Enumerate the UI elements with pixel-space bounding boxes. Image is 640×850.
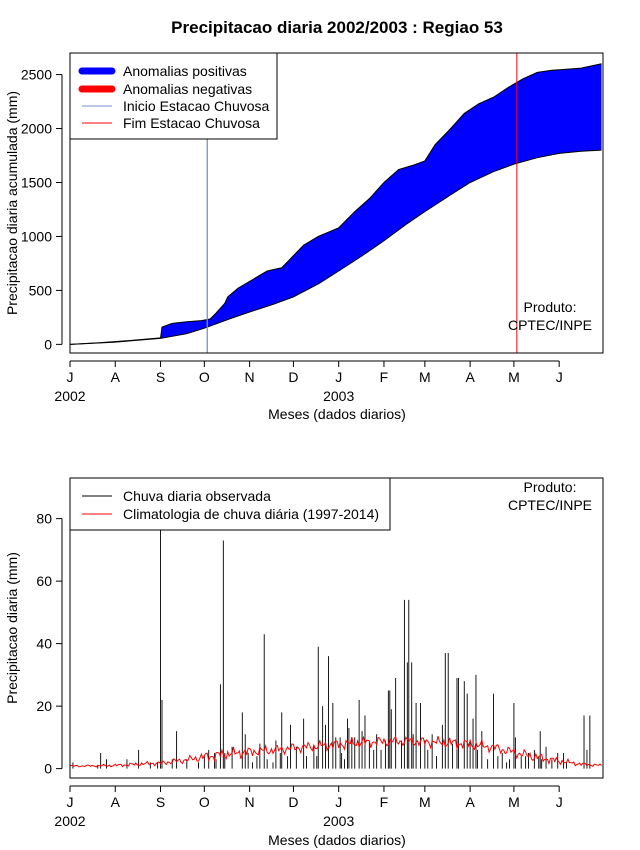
bottom-y-tick-label: 60: [36, 573, 52, 589]
top-year-label: 2003: [323, 388, 354, 404]
daily-precip-plot: J A S O N D J F M A M J 2002 2003 0 20 40 60 80 Meses (dad…: [4, 477, 604, 848]
observed-cumulative-line: [69, 63, 602, 345]
chart-title: Precipitacao diaria 2002/2003 : Regiao 5…: [171, 18, 503, 37]
bottom-product-source: CPTEC/INPE: [508, 497, 592, 513]
top-x-axis-label: Meses (dados diarios): [268, 406, 406, 422]
top-x-tick-label: M: [508, 369, 520, 385]
bottom-x-tick-label: J: [67, 794, 74, 810]
top-x-tick-label: F: [380, 369, 389, 385]
top-y-tick-label: 500: [29, 282, 53, 298]
bottom-y-tick-label: 80: [36, 511, 52, 527]
bottom-y-tick-label: 20: [36, 698, 52, 714]
top-product-source: CPTEC/INPE: [508, 317, 592, 333]
legend-positive-label: Anomalias positivas: [123, 63, 247, 79]
top-x-tick-label: J: [335, 369, 342, 385]
top-y-tick-label: 1500: [21, 174, 52, 190]
top-x-tick-label: J: [67, 369, 74, 385]
bottom-x-tick-label: J: [335, 794, 342, 810]
top-x-tick-label: J: [556, 369, 563, 385]
bottom-legend: Chuva diaria observada Climatologia de c…: [69, 477, 391, 531]
positive-anomaly-area: [70, 63, 602, 345]
top-x-tick-label: A: [111, 369, 121, 385]
bottom-data-layer: [69, 478, 602, 769]
bottom-y-tick-label: 0: [44, 761, 52, 777]
top-product-label: Produto:: [524, 299, 577, 315]
bottom-x-tick-label: O: [199, 794, 210, 810]
cumulative-precip-plot: J A S O N D J F M A M J 2002 2003 0 500 1000 1500 2000 2500…: [4, 52, 604, 422]
bottom-x-tick-label: F: [380, 794, 389, 810]
legend-fim-label: Fim Estacao Chuvosa: [123, 115, 260, 131]
top-y-tick-label: 2500: [21, 67, 52, 83]
bottom-x-tick-label: J: [556, 794, 563, 810]
bottom-x-tick-label: M: [508, 794, 520, 810]
bottom-year-label: 2002: [54, 813, 85, 829]
bottom-x-tick-label: D: [288, 794, 298, 810]
climatology-cumulative-line: [69, 149, 602, 345]
bottom-axes: J A S O N D J F M A M J 2002 2003 0 20 40 60 80: [36, 511, 562, 829]
top-y-tick-label: 1000: [21, 228, 52, 244]
bottom-x-tick-label: M: [419, 794, 431, 810]
bottom-x-tick-label: A: [111, 794, 121, 810]
top-x-tick-label: D: [288, 369, 298, 385]
top-y-tick-label: 2000: [21, 121, 52, 137]
bottom-y-tick-label: 40: [36, 636, 52, 652]
top-year-label: 2002: [54, 388, 85, 404]
legend-observed-label: Chuva diaria observada: [123, 488, 271, 504]
top-y-axis-label: Precipitacao diaria acumulada (mm): [4, 91, 20, 315]
legend-inicio-label: Inicio Estacao Chuvosa: [123, 98, 270, 114]
top-y-tick-label: 0: [44, 336, 52, 352]
climatology-daily-line: [69, 735, 602, 768]
top-x-tick-label: S: [156, 369, 165, 385]
bottom-product-label: Produto:: [524, 479, 577, 495]
top-legend: Anomalias positivas Anomalias negativas …: [69, 52, 278, 140]
bottom-y-axis-label: Precipitacao diaria (mm): [4, 552, 20, 704]
bottom-x-tick-label: A: [465, 794, 475, 810]
top-x-tick-label: A: [465, 369, 475, 385]
top-legend-box: [69, 52, 278, 140]
top-x-tick-label: M: [419, 369, 431, 385]
bottom-x-tick-label: N: [245, 794, 255, 810]
top-x-tick-label: N: [245, 369, 255, 385]
bottom-x-axis-label: Meses (dados diarios): [268, 832, 406, 848]
top-x-tick-label: O: [199, 369, 210, 385]
bottom-x-tick-label: S: [156, 794, 165, 810]
legend-climatology-label: Climatologia de chuva diária (1997-2014): [123, 506, 379, 522]
legend-negative-label: Anomalias negativas: [123, 81, 252, 97]
top-axes: J A S O N D J F M A M J 2002 2003 0 500 1000 1500 2000 2500: [21, 67, 563, 404]
top-plot-frame: [69, 52, 604, 354]
bottom-legend-box: [69, 477, 391, 531]
bottom-year-label: 2003: [323, 813, 354, 829]
